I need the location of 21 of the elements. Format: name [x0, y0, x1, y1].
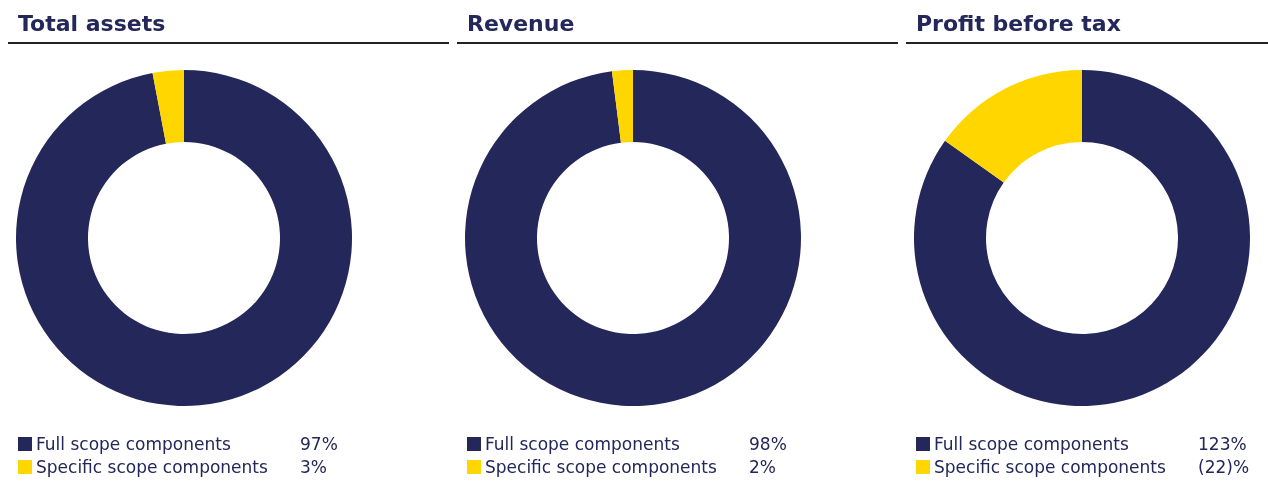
legend-label: Specific scope components — [36, 457, 268, 477]
data-label: 123% — [1198, 434, 1247, 454]
donut-slice — [465, 70, 801, 406]
legend-label: Specific scope components — [485, 457, 717, 477]
chart-title: Revenue — [467, 11, 575, 36]
data-label: 3% — [300, 457, 327, 477]
donut-slice — [611, 70, 633, 143]
legend-label: Specific scope components — [934, 457, 1166, 477]
donut-slice — [16, 70, 352, 406]
data-label: (22)% — [1198, 457, 1250, 477]
donut-slice — [152, 70, 184, 144]
legend-label: Full scope components — [485, 434, 680, 454]
chart-title: Total assets — [18, 11, 166, 36]
data-label: 97% — [300, 434, 338, 454]
legend-label: Full scope components — [36, 434, 231, 454]
donut-slice — [945, 70, 1082, 183]
donut-slice — [914, 70, 1250, 406]
legend-label: Full scope components — [934, 434, 1129, 454]
data-label: 2% — [749, 457, 776, 477]
chart-title: Profit before tax — [916, 11, 1121, 36]
data-label: 98% — [749, 434, 787, 454]
